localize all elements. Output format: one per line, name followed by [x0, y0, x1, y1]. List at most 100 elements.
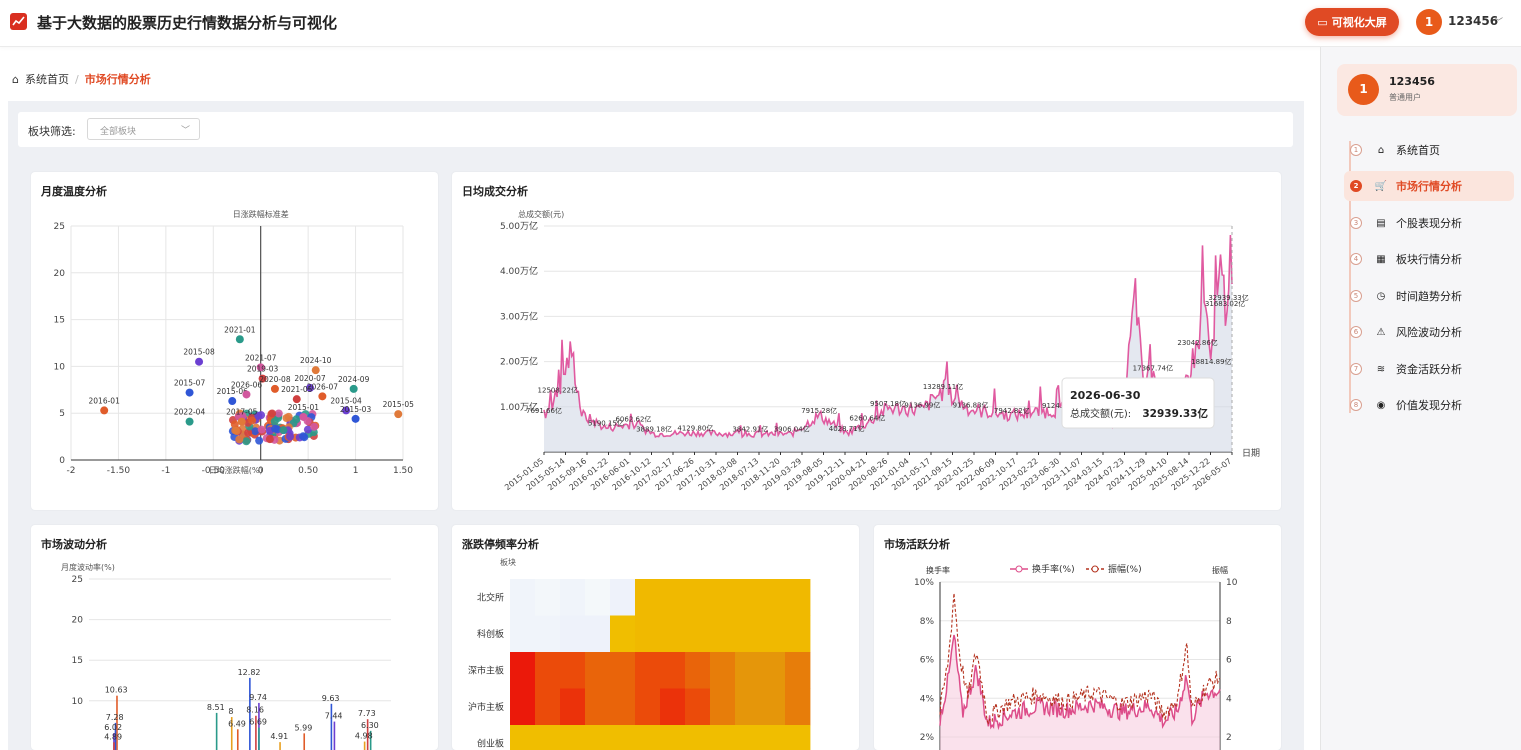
- heatmap-cell: [660, 688, 686, 726]
- activity-line-chart[interactable]: 换手率 振幅 10% 10 8% 8 6% 6 4% 4 2% 2 换手率(%) 振幅(%): [874, 525, 1281, 750]
- clock-icon: ◷: [1376, 290, 1386, 302]
- temperature-scatter-chart[interactable]: 日涨跌幅标准差 0 5 10 15 20 25 -2 -1.50 -1 -0.50 0 0.50 1 1.5…: [31, 172, 438, 510]
- heatmap-cell: [560, 725, 586, 750]
- heatmap-cell: [685, 579, 711, 616]
- y-tick-label-right: 8: [1226, 617, 1232, 627]
- scatter-point: [270, 384, 279, 393]
- scatter-point: [242, 437, 251, 446]
- x-tick-label: -0.50: [202, 466, 226, 476]
- volatility-bar: [258, 727, 260, 750]
- point-label: 2026-06: [231, 380, 263, 389]
- sidebar-item-5[interactable]: 5 ◷ 时间趋势分析: [1344, 281, 1514, 311]
- heatmap-cell: [535, 688, 561, 726]
- heatmap-cell: [535, 615, 561, 653]
- chevron-down-icon[interactable]: ﹀: [1494, 18, 1504, 28]
- sector-select[interactable]: 全部板块 ﹀: [87, 118, 200, 140]
- bar-label: 4.89: [104, 732, 122, 741]
- heatmap-cell: [585, 615, 611, 653]
- heatmap-cell: [710, 652, 736, 689]
- point-label: 2015-01: [288, 403, 320, 412]
- breadcrumb: ⌂ 系统首页 / 市场行情分析: [12, 71, 151, 87]
- heatmap-cell: [710, 725, 736, 750]
- sidebar-item-2[interactable]: 2 🛒 市场行情分析: [1344, 171, 1514, 201]
- breadcrumb-home[interactable]: 系统首页: [24, 73, 69, 86]
- chart-icon: ▤: [1376, 217, 1386, 229]
- x-tick-label: -1: [161, 466, 170, 476]
- card-title: 日均成交分析: [462, 185, 528, 198]
- x-axis-title: 日期: [1242, 448, 1260, 459]
- volatility-bar-chart[interactable]: 月度波动率(%) 25 20 15 10 10.63 7.286.024.89 8.51 8 6.…: [31, 525, 438, 750]
- point-label: 2015-08: [183, 348, 215, 357]
- y-tick-label: 4.00万亿: [500, 265, 538, 277]
- temperature-card: 月度温度分析 日涨跌幅标准差 0 5 10 15 20 25 -2 -1.50 -1 -0.50 0 0…: [31, 172, 438, 510]
- heatmap-cell: [685, 725, 711, 750]
- breadcrumb-current: 市场行情分析: [84, 73, 151, 86]
- bar-label: 12.82: [238, 668, 261, 677]
- row-label: 北交所: [477, 591, 504, 603]
- volatility-bar: [113, 733, 115, 750]
- nav-number: 6: [1350, 326, 1362, 338]
- app-title: 基于大数据的股票历史行情数据分析与可视化: [37, 14, 338, 32]
- trend-logo-icon: [10, 13, 27, 30]
- user-role: 普通用户: [1389, 93, 1421, 102]
- nav-number: 7: [1350, 363, 1362, 375]
- avatar[interactable]: 1: [1416, 9, 1442, 35]
- y-tick-label: 5: [59, 409, 65, 419]
- y-tick-label: 20: [72, 616, 84, 626]
- bar-label: 6.30: [361, 721, 379, 730]
- volatility-bar: [363, 741, 366, 750]
- y-tick-label: 15: [54, 316, 65, 326]
- sidebar-item-label: 个股表现分析: [1396, 217, 1462, 230]
- heatmap-cell: [710, 615, 736, 653]
- y-tick-label: 25: [54, 222, 65, 232]
- sidebar-item-1[interactable]: 1 ⌂ 系统首页: [1344, 135, 1514, 165]
- heatmap-cell: [785, 725, 811, 750]
- bar-label: 8.51: [207, 703, 225, 712]
- y-tick-label-right: 4: [1226, 694, 1232, 704]
- sidebar-item-7[interactable]: 7 ≋ 资金活跃分析: [1344, 354, 1514, 384]
- data-label: 13289.11亿: [923, 382, 963, 391]
- y-tick-label: 8%: [920, 617, 935, 627]
- limit-frequency-card: 涨跌停频率分析 板块 北交所 科创板 深市主板 沪市主板 创业板: [452, 525, 859, 750]
- heatmap-cell: [585, 579, 611, 616]
- volatility-bar: [279, 742, 281, 750]
- row-label: 沪市主板: [468, 701, 504, 713]
- heatmap-cell: [635, 688, 661, 726]
- card-title: 月度温度分析: [41, 185, 107, 198]
- scatter-point: [351, 414, 360, 423]
- scatter-point: [100, 406, 109, 415]
- y-tick-label: 5.00万亿: [500, 220, 538, 232]
- y-tick-label: 20: [54, 269, 66, 279]
- heatmap-cell: [560, 652, 586, 689]
- data-label: 4129.80亿: [677, 423, 713, 432]
- activity-card: 市场活跃分析 换手率 振幅 10% 10 8% 8 6% 6 4% 4 2% 2 换手率(%) 振幅(%): [874, 525, 1281, 750]
- sidebar-item-6[interactable]: 6 ⚠ 风险波动分析: [1344, 317, 1514, 347]
- volatility-bar: [113, 742, 115, 750]
- data-label: 7942.82亿: [994, 406, 1030, 415]
- big-screen-button[interactable]: ▭ 可视化大屏: [1305, 8, 1399, 36]
- data-label: 31683.02亿: [1205, 299, 1245, 308]
- heatmap-cell: [510, 652, 536, 689]
- y-tick-label-right: 10: [1226, 578, 1238, 588]
- heatmap-cell: [610, 615, 636, 653]
- volatility-bar: [215, 712, 218, 750]
- data-label: 9124.16亿: [1042, 401, 1078, 410]
- point-label: 2017-05: [226, 408, 258, 417]
- user-name[interactable]: 123456: [1448, 14, 1499, 28]
- scatter-point: [231, 426, 240, 435]
- volatility-card: 市场波动分析 月度波动率(%) 25 20 15 10 10.63 7.28 6.02 4.89…: [31, 525, 438, 750]
- y-axis-title: 板块: [500, 557, 516, 567]
- data-label: 3889.18亿: [636, 424, 672, 433]
- sidebar-item-3[interactable]: 3 ▤ 个股表现分析: [1344, 208, 1514, 238]
- heatmap-cell: [685, 615, 711, 653]
- heatmap-cell: [535, 652, 561, 689]
- monitor-icon: ▭: [1317, 15, 1328, 29]
- heatmap-cell: [760, 579, 786, 616]
- scatter-point: [257, 425, 266, 434]
- bar-label: 10.63: [105, 686, 128, 695]
- sidebar: 1 123456 普通用户: [1320, 47, 1521, 750]
- sidebar-item-8[interactable]: 8 ◉ 价值发现分析: [1344, 390, 1514, 420]
- sidebar-item-4[interactable]: 4 ▦ 板块行情分析: [1344, 244, 1514, 274]
